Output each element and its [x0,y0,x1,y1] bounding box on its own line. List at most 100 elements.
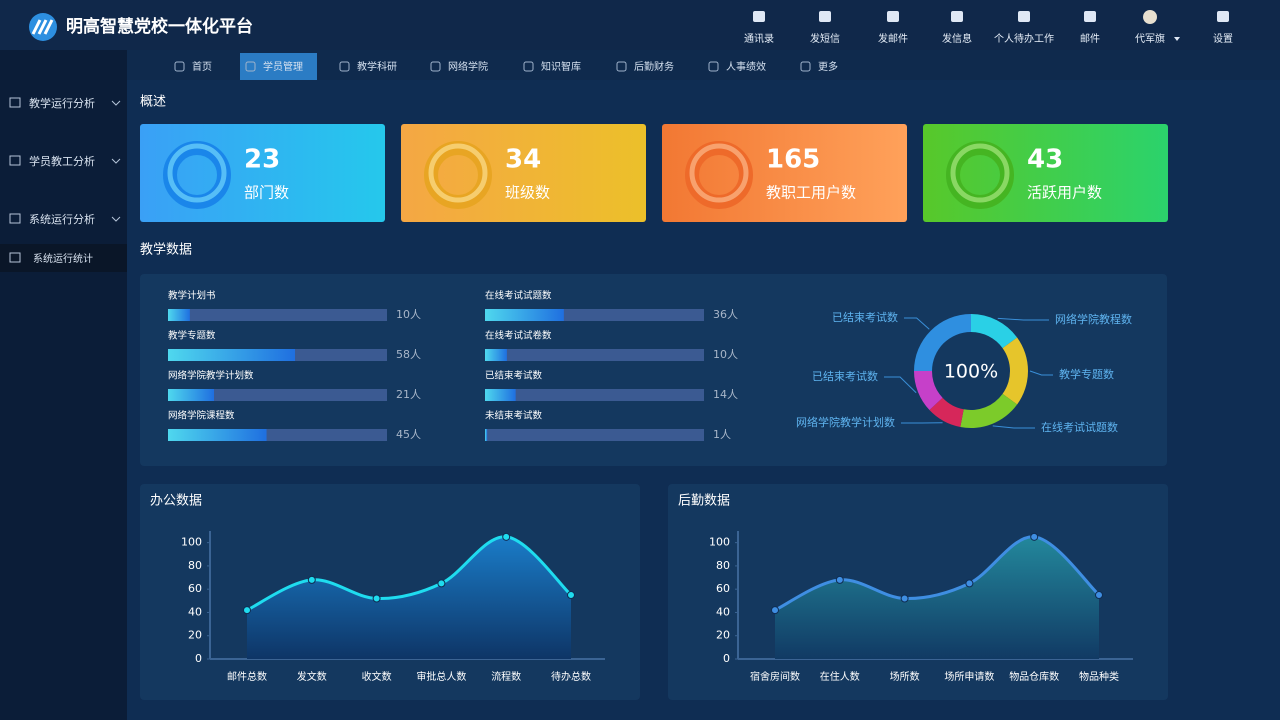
nav-item[interactable]: 首页 [192,60,212,73]
point [437,579,446,588]
bar [168,349,296,361]
stat-value: 34 [505,145,541,175]
bar-label: 未结束考试数 [485,410,543,422]
leader-line [1029,370,1053,376]
ring-icon-hl [950,143,1010,203]
nav-bar [127,50,1280,80]
tool-label[interactable]: 发邮件 [878,32,908,45]
donut-segment [1002,337,1028,405]
tool-icon [887,11,899,22]
section-title: 概述 [140,95,166,110]
bar [485,349,507,361]
logo-mark [31,19,54,35]
x-tick-label: 物品仓库数 [1009,670,1059,683]
donut-center: 100% [944,361,998,383]
stat-value: 43 [1027,145,1063,175]
bar-track [168,309,387,321]
bar [485,429,488,441]
bar-label: 网络学院课程数 [168,410,235,422]
x-tick-label: 流程数 [491,670,521,683]
dropdown-arrow [1174,37,1180,41]
y-tick-label: 40 [716,605,730,618]
sidebar [0,50,127,720]
point [1095,591,1103,599]
point [307,575,316,584]
nav-icon [800,61,811,72]
sidebar-item[interactable]: 系统运行统计 [33,252,93,265]
tool-label[interactable]: 个人待办工作 [994,32,1054,45]
donut-label: 在线考试试题数 [1041,420,1118,434]
y-tick-label: 0 [723,652,730,665]
tool-label[interactable]: 通讯录 [744,33,774,45]
tool-label[interactable]: 发信息 [942,32,972,45]
donut-segment [914,314,971,371]
bar-value-label: 21人 [396,388,421,401]
ring-icon-hl [689,143,749,203]
y-tick-label: 20 [188,629,202,642]
point [567,591,575,599]
bar-label: 在线考试试题数 [485,290,552,302]
area-fill [775,536,1099,659]
area-fill [247,536,571,659]
tool-label[interactable]: 代军旗 [1135,32,1165,45]
stat-value: 23 [244,145,280,175]
bar-track [485,389,704,401]
ring-icon-hl [428,143,488,203]
sidebar-active [0,244,127,272]
y-tick-label: 80 [188,559,202,572]
nav-icon [430,61,441,72]
sidebar-icon [9,252,21,263]
tool-label[interactable]: 设置 [1213,33,1233,45]
nav-item[interactable]: 知识智库 [541,60,581,73]
point [1030,532,1039,541]
bar [168,429,267,441]
panel [140,274,1167,466]
sidebar-item[interactable]: 学员教工分析 [29,154,95,168]
donut-segment [971,313,1018,349]
nav-item[interactable]: 人事绩效 [726,60,766,73]
sidebar-icon [9,155,21,166]
sidebar-icon [9,213,21,224]
avatar [1143,10,1157,24]
sidebar-icon [9,97,21,108]
bar-label: 教学计划书 [168,290,216,302]
bar-label: 网络学院教学计划数 [168,370,254,382]
donut-label: 已结束考试数 [832,311,898,324]
sidebar-item[interactable]: 教学运行分析 [29,96,95,110]
y-tick-label: 100 [181,536,202,549]
nav-icon [616,61,627,72]
donut-segment [960,393,1018,429]
y-tick-label: 60 [188,582,202,595]
donut-label: 教学专题数 [1059,367,1114,381]
tool-icon [1018,11,1030,22]
sidebar-item[interactable]: 系统运行分析 [29,212,95,226]
stat-label: 班级数 [505,184,550,202]
header-bar [0,0,1280,50]
y-tick-label: 40 [188,605,202,618]
nav-item[interactable]: 学员管理 [263,60,303,73]
app-title: 明高智慧党校一体化平台 [66,16,253,37]
nav-item[interactable]: 后勤财务 [634,60,674,73]
bar-label: 教学专题数 [168,330,216,342]
bar-value-label: 1人 [713,428,731,441]
y-tick-label: 80 [716,559,730,572]
x-tick-label: 发文数 [297,670,327,683]
x-tick-label: 待办总数 [551,670,591,683]
nav-item[interactable]: 教学科研 [357,60,397,73]
tool-icon [951,11,963,22]
bar-label: 在线考试试卷数 [485,330,552,342]
chevron [111,158,121,164]
nav-item[interactable]: 网络学院 [448,60,488,73]
nav-item[interactable]: 更多 [818,60,838,73]
point [965,579,974,588]
tool-label[interactable]: 发短信 [810,32,840,45]
nav-icon [708,61,719,72]
tool-icon [753,11,765,22]
stat-value: 165 [766,145,820,175]
donut-segment [929,397,964,427]
donut-segment [914,371,943,411]
bar-value-label: 10人 [713,348,738,361]
tool-label[interactable]: 邮件 [1080,32,1100,45]
y-tick-label: 60 [716,582,730,595]
tool-icon [1084,11,1096,22]
